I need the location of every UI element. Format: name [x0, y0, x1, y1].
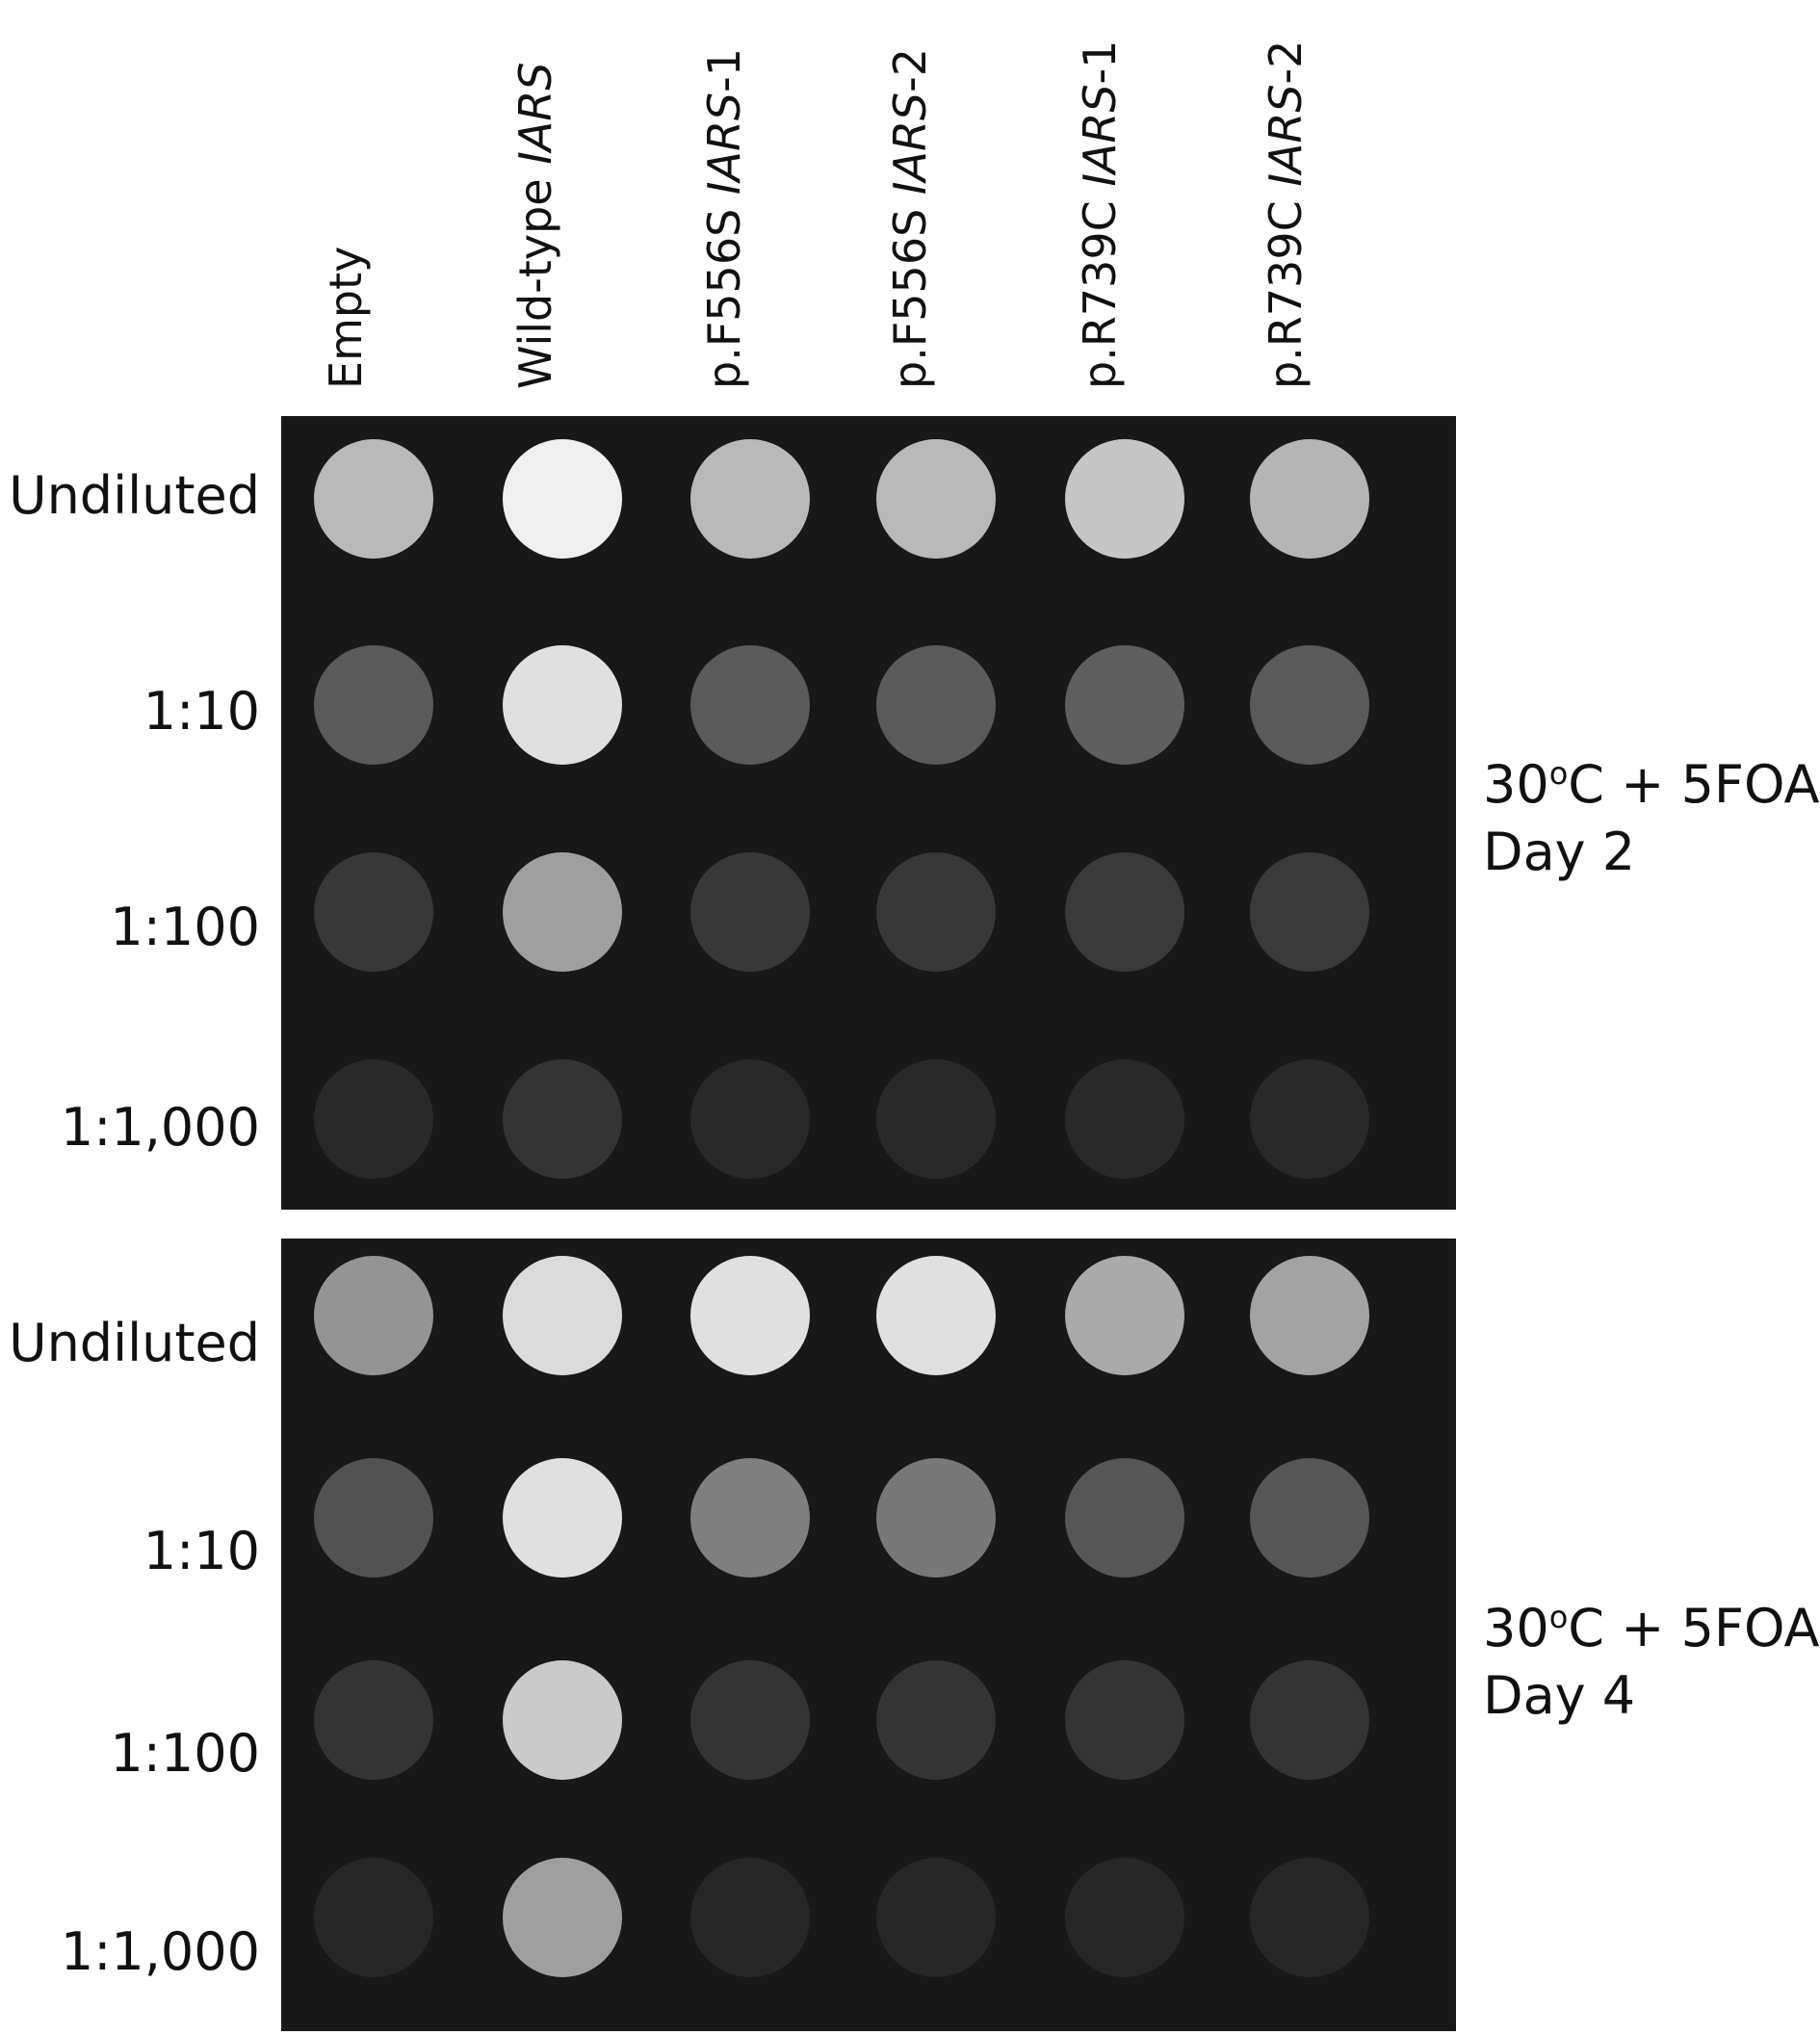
spot-p2-r2-c5 — [1065, 1458, 1184, 1578]
column-label-3: p.F556S IARS-1 — [698, 48, 750, 389]
spot-p1-r1-c1 — [314, 439, 433, 559]
plate-day-4-spots — [314, 1256, 1369, 1977]
spot-p2-r3-c2 — [503, 1660, 622, 1780]
spot-p1-r3-c5 — [1065, 852, 1184, 972]
row-label-1-100-day2: 1:100 — [110, 897, 260, 957]
spot-p1-r4-c5 — [1065, 1059, 1184, 1179]
spot-p1-r4-c6 — [1250, 1059, 1369, 1179]
spot-p2-r2-c3 — [690, 1458, 810, 1578]
row-label-1-1000-day2: 1:1,000 — [60, 1097, 260, 1158]
spot-p1-r4-c2 — [503, 1059, 622, 1179]
spot-p2-r3-c5 — [1065, 1660, 1184, 1780]
row-label-1-10-day2: 1:10 — [143, 681, 260, 742]
spot-p2-r3-c1 — [314, 1660, 433, 1780]
spot-p1-r1-c3 — [690, 439, 810, 559]
plate-day-2 — [281, 416, 1456, 1210]
spot-p1-r3-c3 — [690, 852, 810, 972]
condition-label-day4: 30oC + 5FOA Day 4 — [1483, 1598, 1820, 1727]
column-label-2: Wild-type IARS — [509, 62, 561, 389]
spot-p2-r3-c6 — [1250, 1660, 1369, 1780]
spot-p2-r1-c3 — [690, 1256, 810, 1375]
spot-p1-r2-c3 — [690, 645, 810, 765]
spot-p2-r1-c6 — [1250, 1256, 1369, 1375]
column-label-5: p.R739C IARS-1 — [1074, 39, 1126, 389]
spot-p2-r4-c2 — [503, 1858, 622, 1977]
spot-p1-r2-c5 — [1065, 645, 1184, 765]
spot-p1-r2-c2 — [503, 645, 622, 765]
spot-p2-r4-c3 — [690, 1858, 810, 1977]
spot-p2-r3-c3 — [690, 1660, 810, 1780]
spot-p2-r1-c1 — [314, 1256, 433, 1375]
spot-p2-r1-c2 — [503, 1256, 622, 1375]
spot-p2-r1-c4 — [876, 1256, 996, 1375]
spot-p2-r4-c1 — [314, 1858, 433, 1977]
spot-p1-r3-c1 — [314, 852, 433, 972]
spot-p2-r2-c4 — [876, 1458, 996, 1578]
spot-p2-r2-c2 — [503, 1458, 622, 1578]
plate-day-4 — [281, 1239, 1456, 2031]
spot-p2-r4-c4 — [876, 1858, 996, 1977]
spot-p1-r3-c2 — [503, 852, 622, 972]
spot-p1-r2-c4 — [876, 645, 996, 765]
spot-p2-r4-c5 — [1065, 1858, 1184, 1977]
spot-p1-r4-c4 — [876, 1059, 996, 1179]
spot-p2-r2-c1 — [314, 1458, 433, 1578]
column-label-4: p.F556S IARS-2 — [884, 48, 936, 389]
row-label-undiluted-day4: Undiluted — [9, 1313, 260, 1373]
spot-p1-r2-c6 — [1250, 645, 1369, 765]
spot-p2-r3-c4 — [876, 1660, 996, 1780]
column-label-6: p.R739C IARS-2 — [1260, 39, 1312, 389]
spot-p1-r4-c1 — [314, 1059, 433, 1179]
spot-p1-r1-c2 — [503, 439, 622, 559]
spot-p1-r4-c3 — [690, 1059, 810, 1179]
spot-p1-r1-c6 — [1250, 439, 1369, 559]
row-label-undiluted-day2: Undiluted — [9, 465, 260, 526]
column-label-1: Empty — [320, 246, 372, 389]
plate-day-2-spots — [314, 439, 1369, 1179]
spot-p1-r3-c4 — [876, 852, 996, 972]
spot-p1-r2-c1 — [314, 645, 433, 765]
row-label-1-10-day4: 1:10 — [143, 1521, 260, 1581]
spot-p2-r4-c6 — [1250, 1858, 1369, 1977]
spot-p2-r2-c6 — [1250, 1458, 1369, 1578]
condition-label-day2: 30oC + 5FOA Day 2 — [1483, 754, 1820, 883]
spot-p1-r1-c5 — [1065, 439, 1184, 559]
spot-p1-r3-c6 — [1250, 852, 1369, 972]
spot-p1-r1-c4 — [876, 439, 996, 559]
spot-p2-r1-c5 — [1065, 1256, 1184, 1375]
row-label-1-1000-day4: 1:1,000 — [60, 1921, 260, 1982]
row-label-1-100-day4: 1:100 — [110, 1723, 260, 1784]
